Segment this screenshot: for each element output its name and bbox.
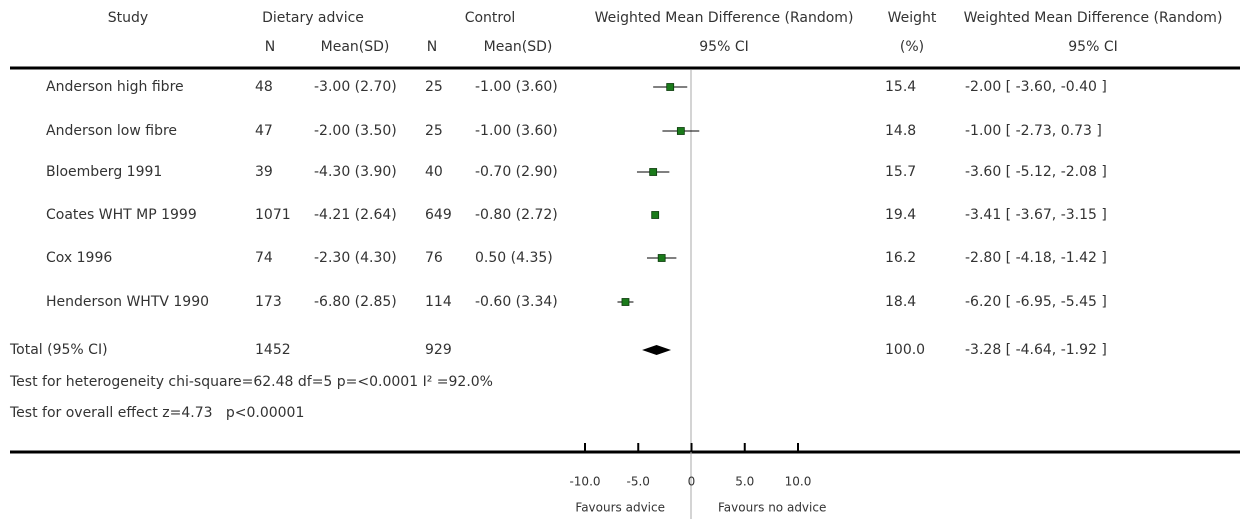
subheader: N <box>427 39 437 55</box>
weight: 16.2 <box>885 250 916 266</box>
effect-square <box>676 127 685 135</box>
mean1: -6.80 (2.85) <box>314 294 397 310</box>
subheader: 95% CI <box>1068 39 1117 55</box>
study-name: Henderson WHTV 1990 <box>46 294 209 310</box>
n2: 76 <box>425 250 443 266</box>
weight: 15.7 <box>885 164 916 180</box>
effect-square <box>649 168 658 176</box>
mean1: -3.00 (2.70) <box>314 79 397 95</box>
n2: 40 <box>425 164 443 180</box>
weight: 19.4 <box>885 207 916 223</box>
study-name: Bloemberg 1991 <box>46 164 162 180</box>
mean1: -2.30 (4.30) <box>314 250 397 266</box>
header: Weighted Mean Difference (Random) <box>595 10 854 26</box>
n2: 25 <box>425 123 443 139</box>
note: Test for overall effect z=4.73 p<0.00001 <box>9 405 304 421</box>
study-name: Coates WHT MP 1999 <box>46 207 197 223</box>
mean1: -4.21 (2.64) <box>314 207 397 223</box>
header: Study <box>108 10 148 26</box>
favours-left: Favours advice <box>575 501 665 515</box>
weight: 15.4 <box>885 79 916 95</box>
x-tick-label: -10.0 <box>569 475 600 489</box>
subheader: Mean(SD) <box>321 39 390 55</box>
mean2: -0.70 (2.90) <box>475 164 558 180</box>
header: Weighted Mean Difference (Random) <box>964 10 1223 26</box>
ci-label: -3.41 [ -3.67, -3.15 ] <box>965 207 1107 223</box>
subheader: N <box>265 39 275 55</box>
subheader: 95% CI <box>699 39 748 55</box>
subheader: Mean(SD) <box>484 39 553 55</box>
n1: 173 <box>255 294 282 310</box>
study-name: Cox 1996 <box>46 250 112 266</box>
mean2: 0.50 (4.35) <box>475 250 553 266</box>
study-name: Anderson low fibre <box>46 123 177 139</box>
effect-square <box>651 211 660 219</box>
n1: 1071 <box>255 207 291 223</box>
mean2: -1.00 (3.60) <box>475 79 558 95</box>
n1: 39 <box>255 164 273 180</box>
subheader: (%) <box>900 39 924 55</box>
n2: 25 <box>425 79 443 95</box>
total-ci-label: -3.28 [ -4.64, -1.92 ] <box>965 342 1107 358</box>
total-n2: 929 <box>425 342 452 358</box>
x-tick-label: 5.0 <box>735 475 754 489</box>
mean1: -4.30 (3.90) <box>314 164 397 180</box>
mean2: -0.60 (3.34) <box>475 294 558 310</box>
x-tick-label: 10.0 <box>785 475 812 489</box>
mean2: -0.80 (2.72) <box>475 207 558 223</box>
study-name: Anderson high fibre <box>46 79 184 95</box>
ci-label: -2.00 [ -3.60, -0.40 ] <box>965 79 1107 95</box>
header: Weight <box>888 10 937 26</box>
x-tick-label: 0 <box>688 475 696 489</box>
ci-label: -1.00 [ -2.73, 0.73 ] <box>965 123 1102 139</box>
ci-label: -2.80 [ -4.18, -1.42 ] <box>965 250 1107 266</box>
effect-square <box>666 83 675 91</box>
total-name: Total (95% CI) <box>9 342 108 358</box>
effect-square <box>657 254 666 262</box>
mean2: -1.00 (3.60) <box>475 123 558 139</box>
header: Control <box>465 10 516 26</box>
header: Dietary advice <box>262 10 364 26</box>
total-diamond <box>642 345 672 355</box>
total-n1: 1452 <box>255 342 291 358</box>
total-weight: 100.0 <box>885 342 925 358</box>
ci-label: -6.20 [ -6.95, -5.45 ] <box>965 294 1107 310</box>
mean1: -2.00 (3.50) <box>314 123 397 139</box>
n1: 48 <box>255 79 273 95</box>
favours-right: Favours no advice <box>718 501 826 515</box>
note: Test for heterogeneity chi-square=62.48 … <box>9 374 493 390</box>
n2: 114 <box>425 294 452 310</box>
ci-label: -3.60 [ -5.12, -2.08 ] <box>965 164 1107 180</box>
effect-square <box>621 298 630 306</box>
n1: 47 <box>255 123 273 139</box>
n2: 649 <box>425 207 452 223</box>
x-tick-label: -5.0 <box>627 475 650 489</box>
n1: 74 <box>255 250 273 266</box>
weight: 18.4 <box>885 294 916 310</box>
weight: 14.8 <box>885 123 916 139</box>
